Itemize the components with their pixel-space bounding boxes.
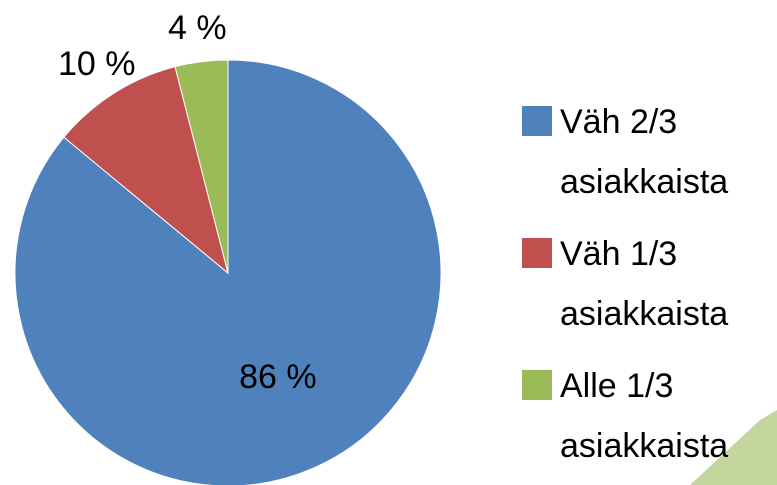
data-label: 4 % bbox=[168, 9, 227, 47]
legend-label: Alle 1/3 asiakkaista bbox=[560, 356, 760, 476]
legend-label: Väh 2/3 asiakkaista bbox=[560, 92, 760, 212]
legend-label: Väh 1/3 asiakkaista bbox=[560, 224, 760, 344]
legend-swatch bbox=[522, 370, 552, 400]
data-label: 10 % bbox=[58, 45, 136, 83]
legend-item: Väh 2/3 asiakkaista bbox=[522, 92, 772, 212]
legend-swatch bbox=[522, 238, 552, 268]
legend-swatch bbox=[522, 106, 552, 136]
chart: 86 % 10 % 4 % Väh 2/3 asiakkaistaVäh 1/3 a… bbox=[0, 0, 777, 485]
data-label: 86 % bbox=[239, 358, 317, 396]
legend-item: Väh 1/3 asiakkaista bbox=[522, 224, 772, 344]
legend-item: Alle 1/3 asiakkaista bbox=[522, 356, 772, 476]
